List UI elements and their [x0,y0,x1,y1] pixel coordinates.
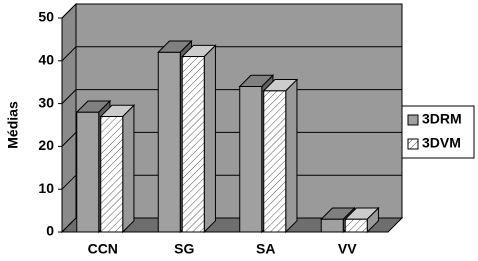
bar [320,218,344,233]
y-tick-label: 50 [38,9,54,25]
y-tick-label: 0 [46,223,54,239]
bar-top [157,40,193,53]
bar-side [203,44,216,234]
bar [76,111,100,233]
side-wall [61,2,77,234]
bar [263,90,287,233]
x-tick-label: SA [256,241,275,257]
bar-top [181,44,217,58]
bar-top [320,207,356,220]
bar [344,218,368,233]
x-tick-label: CCN [88,241,118,257]
legend-swatch [407,114,419,126]
y-tick-label: 40 [38,52,54,68]
x-tick-label: SG [174,241,194,257]
grid-line [61,3,402,19]
bar-top [344,207,380,220]
bar-top [99,104,136,117]
bar [239,85,263,233]
y-tick-label: 20 [38,137,54,153]
bar [100,115,124,233]
bar-top [75,100,112,113]
bar [181,56,205,233]
y-tick-label: 10 [38,180,54,196]
bar-side [285,78,298,234]
bar-side [122,104,135,234]
legend-label: 3DRM [422,111,462,127]
bar-top [262,79,299,92]
legend-label: 3DVM [422,135,461,151]
legend-swatch [407,138,419,150]
bar [157,51,181,233]
x-tick-label: VV [338,241,357,257]
grid-line [61,46,402,62]
y-tick-label: 30 [38,94,54,110]
y-axis-label: Médias [5,101,21,149]
bar-top [238,74,275,87]
